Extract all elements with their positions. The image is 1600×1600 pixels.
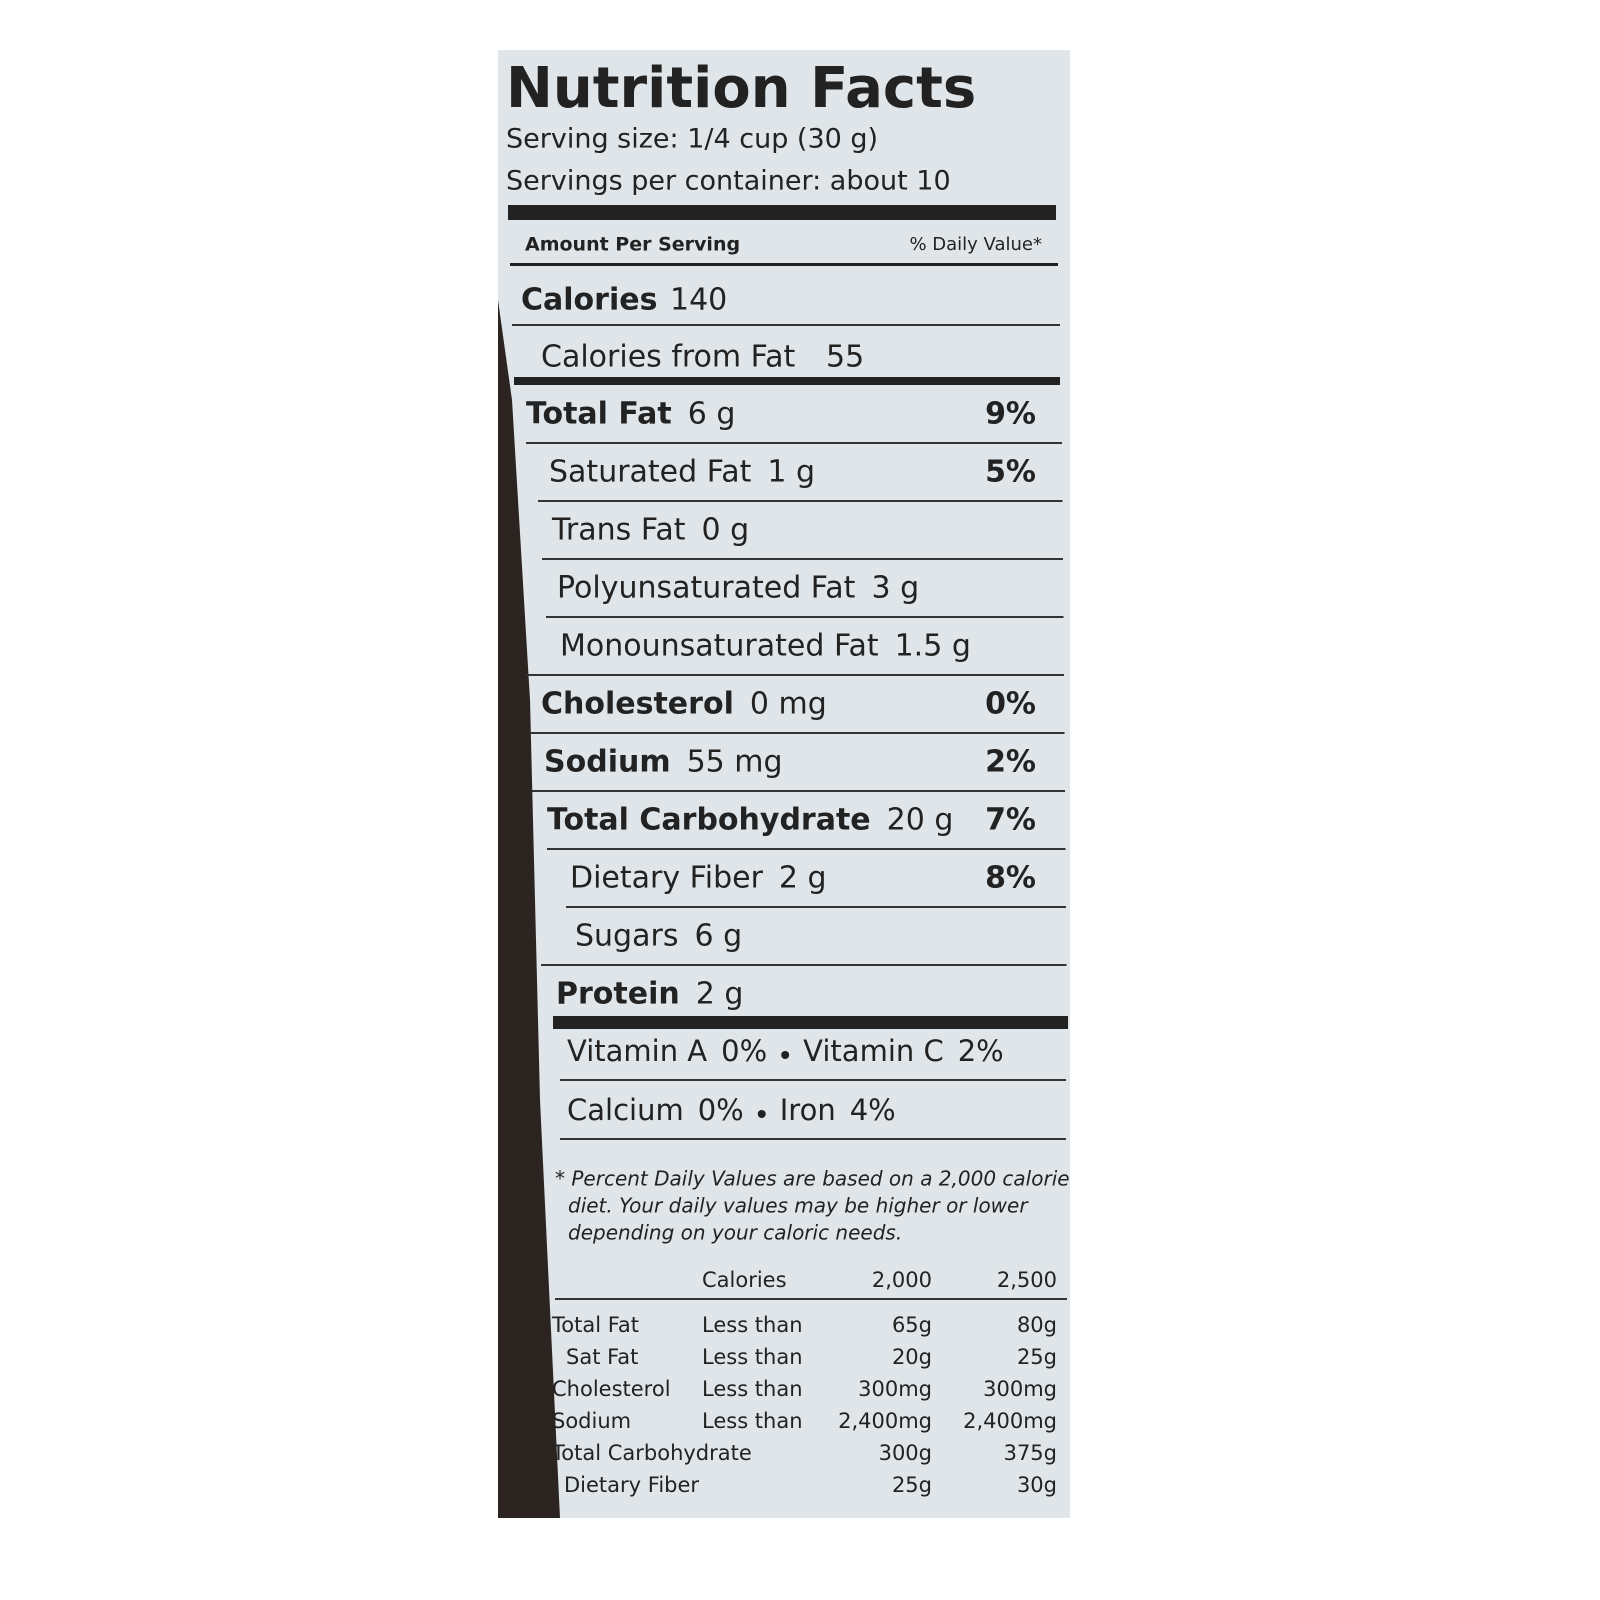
dv-table-cell: Sodium xyxy=(552,1409,631,1433)
dv-table-cell: 300g xyxy=(879,1441,932,1465)
nutrient-name: Protein xyxy=(556,977,680,1012)
rule xyxy=(526,442,1062,444)
rule xyxy=(510,263,1058,266)
dv-table-cell: 30g xyxy=(1017,1473,1057,1497)
dv-table-cell: 25g xyxy=(1017,1345,1057,1369)
dv-table-header: 2,000 xyxy=(872,1268,932,1292)
nutrient-amount: 55 mg xyxy=(687,745,783,780)
rule xyxy=(538,500,1063,502)
title: Nutrition Facts xyxy=(506,56,976,121)
bullet xyxy=(757,1110,766,1118)
dv-table-cell: 300mg xyxy=(983,1377,1057,1401)
vitamin-name: Calcium xyxy=(567,1093,684,1127)
bullet xyxy=(781,1051,790,1059)
calories-from-fat-value: 55 xyxy=(826,340,864,375)
vitamin-name: Iron xyxy=(780,1093,836,1127)
nutrient-dv: 2% xyxy=(985,745,1036,780)
nutrient-dv: 0% xyxy=(985,687,1036,722)
dv-table-cell: Less than xyxy=(702,1345,803,1369)
label-panel xyxy=(498,50,1070,1518)
thick-rule xyxy=(508,205,1056,220)
calories-label: Calories xyxy=(521,283,657,318)
nutrient-amount: 20 g xyxy=(887,803,954,838)
nutrient-name: Sugars xyxy=(575,919,678,954)
dv-table-cell: 25g xyxy=(892,1473,932,1497)
nutrient-amount: 6 g xyxy=(688,397,736,432)
nutrient-amount: 6 g xyxy=(694,919,742,954)
dv-table-header: 2,500 xyxy=(997,1268,1057,1292)
dv-table-cell: 300mg xyxy=(858,1377,932,1401)
calories-from-fat-label: Calories from Fat xyxy=(541,340,796,375)
rule xyxy=(526,674,1064,676)
dv-table-cell: Less than xyxy=(702,1313,803,1337)
rule xyxy=(555,1298,1067,1300)
dv-table-cell: Total Carbohydrate xyxy=(551,1441,752,1465)
nutrient-name: Cholesterol xyxy=(541,687,734,722)
nutrient-name: Polyunsaturated Fat xyxy=(557,571,856,606)
nutrient-name: Dietary Fiber xyxy=(570,861,764,896)
nutrient-amount: 2 g xyxy=(779,861,827,896)
footnote-line: * Percent Daily Values are based on a 2,… xyxy=(555,1167,1070,1191)
dv-table-cell: Sat Fat xyxy=(566,1345,638,1369)
nutrient-name: Total Fat xyxy=(526,397,672,432)
rule xyxy=(542,558,1063,560)
rule xyxy=(566,906,1066,908)
nutrient-name: Saturated Fat xyxy=(549,455,752,490)
rule xyxy=(532,790,1065,792)
nutrient-amount: 1 g xyxy=(767,455,815,490)
serving-size: Serving size: 1/4 cup (30 g) xyxy=(506,124,878,155)
vitamin-dv: 4% xyxy=(850,1093,896,1127)
dv-table-cell: 80g xyxy=(1017,1313,1057,1337)
nutrient-amount: 2 g xyxy=(696,977,744,1012)
nutrient-amount: 3 g xyxy=(871,571,919,606)
nutrient-dv: 9% xyxy=(985,397,1036,432)
rule xyxy=(541,964,1067,966)
vitamin-dv: 2% xyxy=(958,1034,1004,1068)
vitamin-name: Vitamin C xyxy=(803,1034,944,1068)
footnote-line: depending on your caloric needs. xyxy=(568,1221,902,1245)
dv-table-cell: 375g xyxy=(1004,1441,1057,1465)
dv-table-cell: Cholesterol xyxy=(552,1377,671,1401)
nutrient-name: Total Carbohydrate xyxy=(547,803,871,838)
dv-table-cell: 2,400mg xyxy=(963,1409,1057,1433)
dv-table-cell: Total Fat xyxy=(551,1313,639,1337)
dv-table-cell: 2,400mg xyxy=(838,1409,932,1433)
nutrient-name: Sodium xyxy=(544,745,671,780)
rule xyxy=(560,1079,1066,1081)
vitamin-dv: 0% xyxy=(721,1034,767,1068)
nutrient-amount: 0 g xyxy=(701,513,749,548)
vitamin-name: Vitamin A xyxy=(567,1034,707,1068)
rule xyxy=(529,732,1065,734)
rule xyxy=(547,848,1066,850)
dv-table-cell: Dietary Fiber xyxy=(564,1473,699,1497)
servings-per-container: Servings per container: about 10 xyxy=(506,166,951,197)
nutrient-amount: 1.5 g xyxy=(895,629,971,664)
rule xyxy=(560,1138,1066,1140)
rule xyxy=(512,324,1060,326)
nutrient-dv: 7% xyxy=(985,803,1036,838)
nutrient-dv: 8% xyxy=(985,861,1036,896)
amount-per-serving: Amount Per Serving xyxy=(525,234,740,256)
nutrient-name: Trans Fat xyxy=(551,513,686,548)
dv-table-cell: 20g xyxy=(892,1345,932,1369)
rule xyxy=(546,616,1064,618)
dv-table-cell: Less than xyxy=(702,1409,803,1433)
dv-table-cell: 65g xyxy=(892,1313,932,1337)
nutrient-amount: 0 mg xyxy=(750,687,827,722)
nutrient-dv: 5% xyxy=(985,455,1036,490)
vitamin-dv: 0% xyxy=(698,1093,744,1127)
calories-value: 140 xyxy=(670,283,727,318)
nutrient-name: Monounsaturated Fat xyxy=(560,629,879,664)
daily-value-header: % Daily Value* xyxy=(909,234,1042,255)
dv-table-cell: Less than xyxy=(702,1377,803,1401)
footnote-line: diet. Your daily values may be higher or… xyxy=(568,1194,1029,1218)
dv-table-header: Calories xyxy=(702,1268,787,1292)
thick-rule xyxy=(514,377,1060,385)
thick-rule xyxy=(553,1016,1068,1029)
